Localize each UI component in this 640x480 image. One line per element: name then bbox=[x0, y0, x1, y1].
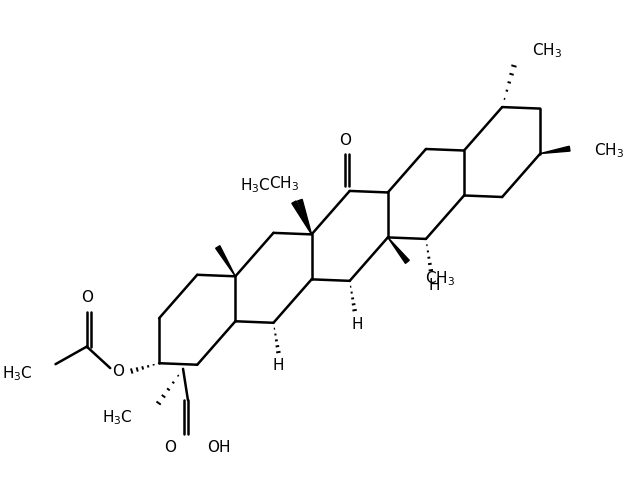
Text: CH$_3$: CH$_3$ bbox=[269, 174, 300, 193]
Polygon shape bbox=[216, 246, 236, 276]
Text: H: H bbox=[273, 358, 284, 373]
Text: O: O bbox=[164, 440, 177, 455]
Text: O: O bbox=[339, 132, 351, 148]
Text: H$_3$C: H$_3$C bbox=[3, 365, 33, 384]
Text: H$_3$C: H$_3$C bbox=[240, 176, 271, 195]
Text: H: H bbox=[428, 278, 440, 293]
Text: O: O bbox=[81, 290, 93, 305]
Polygon shape bbox=[292, 201, 312, 234]
Text: CH$_3$: CH$_3$ bbox=[425, 269, 455, 288]
Text: CH$_3$: CH$_3$ bbox=[531, 41, 562, 60]
Text: CH$_3$: CH$_3$ bbox=[594, 141, 624, 160]
Polygon shape bbox=[540, 146, 570, 154]
Polygon shape bbox=[298, 199, 312, 234]
Text: O: O bbox=[112, 363, 124, 379]
Text: H$_3$C: H$_3$C bbox=[102, 408, 132, 427]
Text: OH: OH bbox=[207, 440, 231, 455]
Text: H: H bbox=[352, 317, 364, 332]
Polygon shape bbox=[388, 238, 410, 264]
